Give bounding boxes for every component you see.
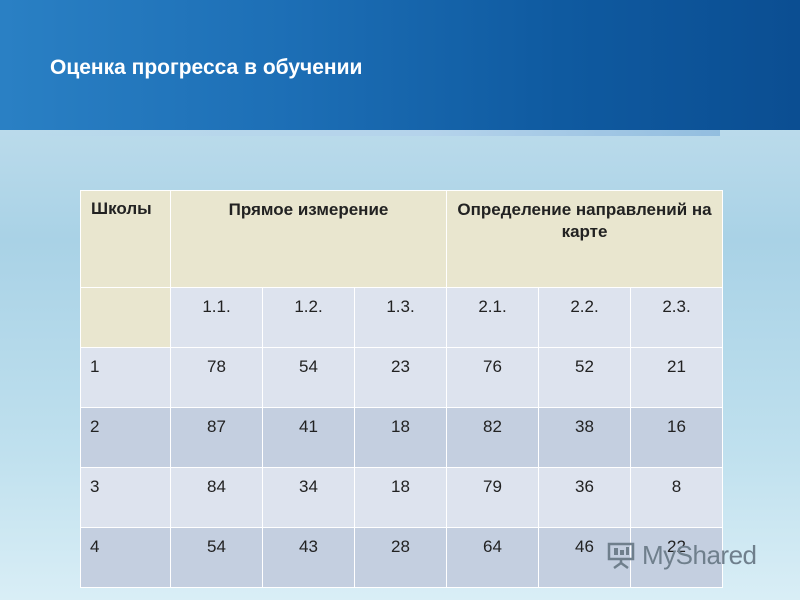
value-cell: 54: [170, 527, 263, 588]
slide-title: Оценка прогресса в обучении: [50, 56, 363, 79]
subheader-blank: [80, 287, 171, 348]
value-cell: 84: [170, 467, 263, 528]
value-cell: 41: [262, 407, 355, 468]
table-row: 1 78 54 23 76 52 21: [80, 347, 724, 408]
value-cell: 43: [262, 527, 355, 588]
value-cell: 64: [446, 527, 539, 588]
value-cell: 78: [170, 347, 263, 408]
school-cell: 1: [80, 347, 171, 408]
value-cell: 34: [262, 467, 355, 528]
header-direct-measurement: Прямое измерение: [170, 190, 447, 288]
subheader-cell: 1.2.: [262, 287, 355, 348]
value-cell: 16: [629, 407, 724, 468]
school-cell: 2: [80, 407, 171, 468]
watermark-text: MyShared: [642, 539, 757, 570]
presentation-board-icon: [606, 540, 636, 570]
table-row: 2 87 41 18 82 38 16: [80, 407, 724, 468]
watermark-logo: MyShared: [606, 538, 757, 572]
value-cell: 38: [538, 407, 631, 468]
value-cell: 21: [629, 347, 724, 408]
school-cell: 3: [80, 467, 171, 528]
subheader-cell: 1.1.: [170, 287, 263, 348]
table-row: 4 54 43 28 64 46 22: [80, 527, 724, 588]
value-cell: 87: [170, 407, 263, 468]
table-header-row: Школы Прямое измерение Определение напра…: [80, 190, 724, 288]
subheader-cell: 2.1.: [446, 287, 539, 348]
table-subheader-row: 1.1. 1.2. 1.3. 2.1. 2.2. 2.3.: [80, 287, 724, 348]
value-cell: 28: [354, 527, 447, 588]
value-cell: 18: [354, 467, 447, 528]
subheader-cell: 1.3.: [354, 287, 447, 348]
value-cell: 8: [629, 467, 724, 528]
subheader-cell: 2.2.: [538, 287, 631, 348]
value-cell: 54: [262, 347, 355, 408]
subheader-cell: 2.3.: [629, 287, 724, 348]
value-cell: 52: [538, 347, 631, 408]
header-band: [0, 0, 800, 136]
value-cell: 82: [446, 407, 539, 468]
value-cell: 22: [629, 527, 724, 588]
results-table: Школы Прямое измерение Определение напра…: [80, 190, 724, 588]
school-cell: 4: [80, 527, 171, 588]
value-cell: 76: [446, 347, 539, 408]
table-row: 3 84 34 18 79 36 8: [80, 467, 724, 528]
header-map-directions: Определение направлений на карте: [445, 190, 724, 288]
value-cell: 23: [354, 347, 447, 408]
value-cell: 18: [354, 407, 447, 468]
value-cell: 79: [446, 467, 539, 528]
header-schools: Школы: [80, 190, 171, 288]
value-cell: 36: [538, 467, 631, 528]
